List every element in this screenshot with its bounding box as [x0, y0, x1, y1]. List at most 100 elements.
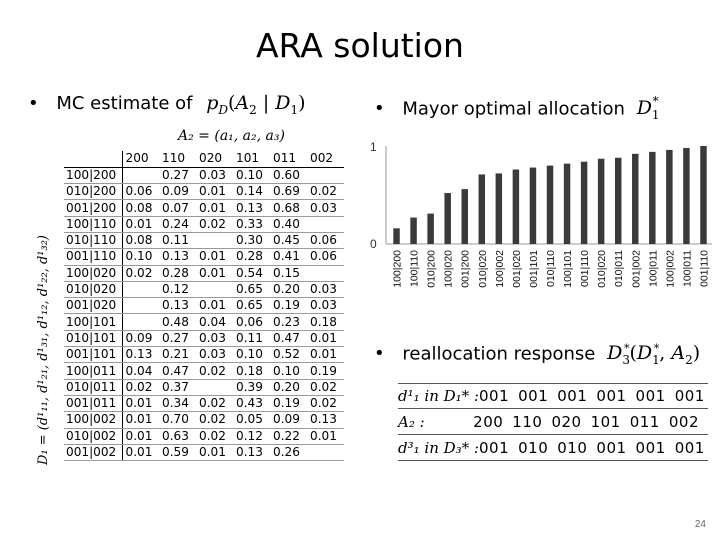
bar — [393, 228, 400, 244]
table-cell: 0.28 — [159, 265, 196, 282]
table-cell: 0.18 — [307, 313, 344, 331]
table-cell: 0.65 — [233, 281, 270, 299]
formula-d1-star: D1* — [636, 94, 660, 123]
bullet-dot: • — [374, 343, 385, 365]
table-cell: 0.03 — [196, 346, 233, 364]
bar — [478, 174, 486, 244]
table-cell: 0.08 — [122, 199, 159, 217]
x-tick-label: 100|002 — [494, 250, 506, 288]
realloc-value: 001 — [635, 387, 666, 405]
realloc-value: 101 — [590, 412, 621, 431]
table-cell: 0.28 — [233, 248, 270, 266]
realloc-values: 001 010 010 001 001 001 — [479, 439, 714, 457]
table-cell: 0.13 — [307, 411, 344, 429]
bar — [580, 161, 588, 244]
realloc-value: 011 — [629, 412, 660, 431]
x-tick-label: 100|011 — [647, 250, 659, 287]
table-cell: 0.19 — [270, 297, 307, 315]
x-tick-label: 001|101 — [528, 250, 540, 288]
table-cell: 0.01 — [122, 216, 159, 233]
realloc-value: 001 — [518, 387, 549, 405]
page-number: 24 — [694, 519, 706, 530]
table-cell: 0.01 — [122, 411, 159, 429]
table-cell: 0.54 — [233, 265, 270, 282]
table-cell: 0.22 — [270, 428, 307, 445]
table-cell: 0.11 — [233, 330, 270, 348]
bullet-mc-text: MC estimate of — [56, 93, 193, 114]
table-cell: 0.37 — [159, 379, 196, 396]
table-row: 100|101 0.48 0.04 0.06 0.23 0.18 — [64, 313, 344, 331]
column-header: 101 — [233, 151, 270, 168]
table-cell: 0.30 — [233, 232, 270, 250]
y-tick-label: 1 — [370, 140, 377, 154]
bar — [410, 217, 417, 244]
table-cell: 0.09 — [159, 183, 196, 201]
table-cell: 0.02 — [307, 183, 344, 201]
realloc-value: 020 — [551, 412, 582, 431]
x-tick-label: 100|101 — [562, 250, 574, 288]
bar — [461, 189, 468, 244]
x-tick-label: 100|020 — [443, 250, 455, 288]
bullet-mc-estimate: • MC estimate of pD(A2 | D1) — [28, 92, 306, 117]
table-cell: 0.01 — [307, 330, 344, 348]
table-cell: 0.07 — [159, 199, 196, 217]
table-cell: 0.01 — [307, 346, 344, 364]
table-cell: 0.09 — [270, 411, 307, 429]
table-cell: 0.01 — [196, 444, 233, 462]
table-cell: 0.01 — [196, 265, 233, 282]
bar — [649, 151, 656, 244]
x-tick-label: 001|002 — [630, 250, 642, 288]
table-cell — [196, 379, 233, 396]
table-cell: 0.10 — [233, 167, 270, 185]
table-cell: 0.48 — [159, 313, 196, 331]
realloc-value: 001 — [674, 438, 705, 457]
table-cell: 0.02 — [196, 411, 233, 429]
table-cell: 0.20 — [270, 281, 307, 299]
probability-table: 200 110 020 101 011 002 100|200 0.27 0.03 0.10 0.6… — [64, 151, 344, 462]
table-cell: 0.43 — [233, 395, 270, 413]
table-cell: 0.41 — [270, 248, 307, 266]
table-cell: 0.06 — [307, 232, 344, 250]
x-tick-label: 100|002 — [664, 250, 676, 288]
table-row: 100|020 0.02 0.28 0.01 0.54 0.15 — [64, 265, 344, 282]
table-cell: 0.03 — [196, 167, 233, 185]
row-label: 010|011 — [64, 379, 123, 396]
table-cell: 0.27 — [159, 330, 196, 348]
table-cell: 0.01 — [307, 428, 344, 445]
table-cell — [122, 281, 159, 299]
table-cell — [307, 444, 344, 462]
column-header: 020 — [196, 151, 233, 168]
table-cell: 0.01 — [122, 444, 159, 462]
table-cell: 0.02 — [196, 362, 233, 380]
table-cell: 0.02 — [122, 379, 159, 396]
table-cell: 0.19 — [270, 395, 307, 413]
row-label: 001|110 — [64, 248, 123, 266]
bullet-dot: • — [374, 98, 385, 120]
table-cell: 0.11 — [159, 232, 196, 250]
table-cell: 0.69 — [270, 183, 307, 201]
table-row: 010|101 0.09 0.27 0.03 0.11 0.47 0.01 — [64, 330, 344, 348]
table-cell: 0.33 — [233, 216, 270, 233]
bar — [546, 165, 554, 244]
row-label: 100|200 — [64, 167, 123, 185]
table-cell — [307, 265, 344, 282]
row-label: 010|200 — [64, 183, 123, 201]
bar — [529, 167, 537, 244]
table-header-row: 200 110 020 101 011 002 — [64, 151, 344, 168]
bar — [614, 157, 622, 244]
x-tick-label: 010|110 — [545, 250, 557, 287]
realloc-value: 200 — [473, 412, 504, 431]
row-label: 100|002 — [64, 411, 123, 429]
bar — [563, 163, 571, 244]
reallocation-table: d¹₁ in D₁* :001 001 001 001 001 001 A₂ :200 110… — [398, 383, 708, 461]
column-header: 200 — [122, 151, 159, 168]
table-row: 001|200 0.08 0.07 0.01 0.13 0.68 0.03 — [64, 199, 344, 217]
x-tick-label: 001|110 — [579, 250, 591, 287]
bullet-realloc-text: reallocation response — [402, 343, 596, 365]
bar — [444, 193, 451, 244]
table-cell: 0.47 — [270, 330, 307, 348]
formula-pd: pD(A2 | D1) — [206, 92, 306, 117]
row-label: 100|110 — [64, 216, 123, 233]
bullet-mayor-allocation: • Mayor optimal allocation D1* — [374, 94, 660, 123]
bullet-mayor-text: Mayor optimal allocation — [402, 98, 625, 120]
